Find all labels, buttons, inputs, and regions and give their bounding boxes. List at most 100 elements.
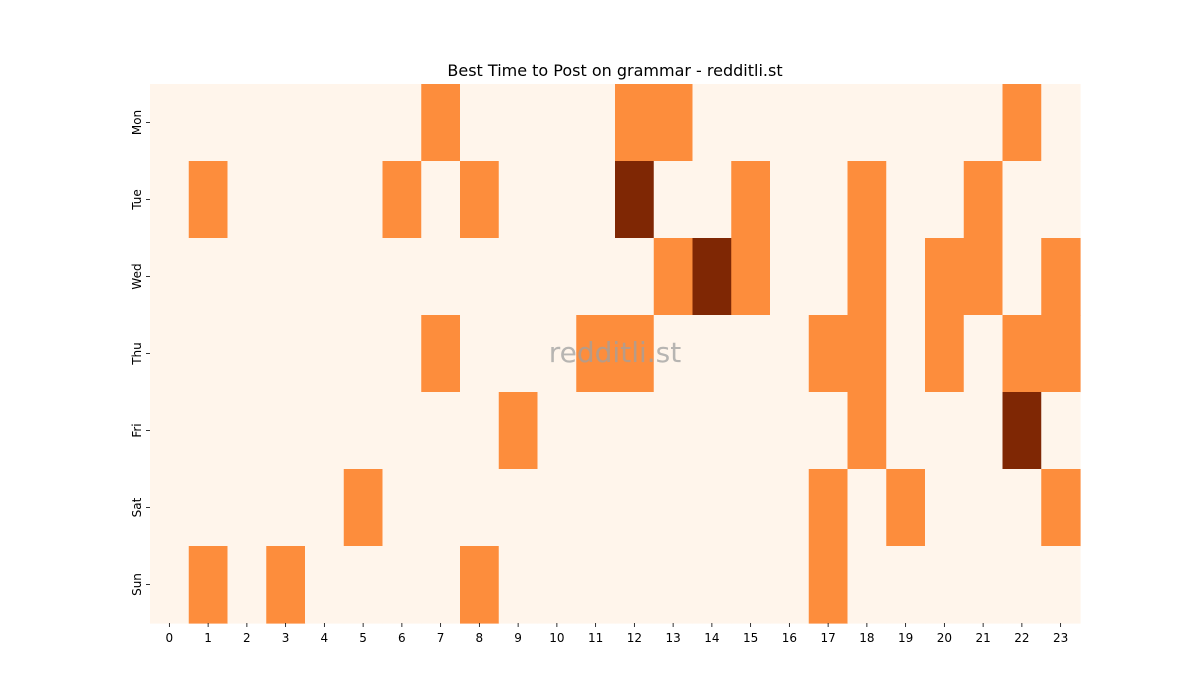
y-axis: Mon Tue Wed Thu Fri Sat Sun — [130, 110, 150, 596]
heatmap-cell — [537, 238, 577, 316]
heatmap-cell — [886, 469, 926, 547]
heatmap-cell — [227, 161, 267, 239]
heatmap-cell — [421, 469, 461, 547]
heatmap-cell — [266, 546, 306, 624]
heatmap-cell — [150, 392, 190, 470]
heatmap-cell — [847, 469, 887, 547]
heatmap-cell — [343, 315, 384, 393]
heatmap-cell — [653, 469, 694, 547]
heatmap-cell — [692, 161, 732, 239]
heatmap-cell — [808, 546, 849, 624]
heatmap-cell — [305, 469, 345, 547]
heatmap-cell — [925, 469, 965, 547]
heatmap-cell — [460, 392, 500, 470]
heatmap-cell — [227, 84, 267, 162]
heatmap-cell — [731, 315, 771, 393]
heatmap-cell — [770, 238, 810, 316]
x-tick-label: 3 — [282, 631, 290, 645]
x-tick-label: 0 — [166, 631, 174, 645]
heatmap-cell — [731, 238, 771, 316]
heatmap-cell — [1002, 546, 1042, 624]
heatmap-cell — [1041, 469, 1081, 547]
heatmap-cell — [886, 315, 926, 393]
heatmap-cell — [692, 546, 732, 624]
heatmap-cell — [963, 315, 1004, 393]
heatmap-cell — [925, 392, 965, 470]
heatmap-cell — [460, 161, 500, 239]
heatmap-cell — [886, 238, 926, 316]
heatmap-cell — [886, 84, 926, 162]
x-tick-label: 17 — [820, 631, 835, 645]
heatmap-cell — [731, 546, 771, 624]
heatmap-cell — [847, 315, 887, 393]
heatmap-cell — [305, 84, 345, 162]
x-tick-label: 20 — [937, 631, 952, 645]
heatmap-cell — [692, 392, 732, 470]
heatmap-cell — [305, 161, 345, 239]
heatmap-cell — [421, 238, 461, 316]
heatmap-cell — [537, 392, 577, 470]
heatmap-cell — [460, 315, 500, 393]
heatmap-cell — [343, 161, 384, 239]
x-tick-label: 23 — [1053, 631, 1068, 645]
heatmap-cell — [421, 546, 461, 624]
heatmap-cell — [576, 315, 616, 393]
x-tick-label: 10 — [549, 631, 564, 645]
heatmap-cell — [150, 469, 190, 547]
heatmap-cell — [150, 315, 190, 393]
heatmap-cell — [576, 161, 616, 239]
heatmap-cell — [343, 469, 384, 547]
heatmap-cell — [886, 546, 926, 624]
x-tick-label: 22 — [1014, 631, 1029, 645]
heatmap-cell — [808, 315, 849, 393]
heatmap-cell — [847, 546, 887, 624]
heatmap-cell — [227, 469, 267, 547]
y-tick-label: Tue — [130, 189, 144, 211]
heatmap-cell — [1002, 238, 1042, 316]
heatmap-cell — [925, 238, 965, 316]
y-tick-label: Fri — [130, 423, 144, 437]
heatmap-cell — [537, 161, 577, 239]
heatmap-cell — [731, 392, 771, 470]
heatmap-cell — [963, 546, 1004, 624]
heatmap-cell — [382, 84, 422, 162]
heatmap-cell — [537, 469, 577, 547]
heatmap-cell — [266, 238, 306, 316]
heatmap-cell — [537, 546, 577, 624]
x-tick-label: 9 — [514, 631, 522, 645]
heatmap-cell — [1002, 161, 1042, 239]
heatmap-cell — [188, 392, 229, 470]
chart-title: Best Time to Post on grammar - redditli.… — [447, 61, 782, 80]
heatmap-cell — [886, 392, 926, 470]
heatmap-cell — [886, 161, 926, 239]
y-tick-label: Thu — [130, 342, 144, 366]
heatmap-cell — [188, 315, 229, 393]
heatmap-cell — [188, 546, 229, 624]
heatmap-cell — [382, 392, 422, 470]
heatmap-cell — [615, 392, 655, 470]
heatmap-cell — [615, 84, 655, 162]
heatmap-cell — [576, 546, 616, 624]
x-tick-label: 2 — [243, 631, 251, 645]
heatmap-cell — [1041, 161, 1081, 239]
heatmap-cell — [692, 84, 732, 162]
heatmap-cell — [847, 84, 887, 162]
heatmap-cell — [576, 392, 616, 470]
watermark: redditli.st — [549, 336, 681, 369]
heatmap-cell — [808, 84, 849, 162]
heatmap-cell — [925, 84, 965, 162]
heatmap-cell — [615, 238, 655, 316]
heatmap-cell — [305, 315, 345, 393]
heatmap-cell — [808, 238, 849, 316]
heatmap-cell — [382, 315, 422, 393]
heatmap-cell — [227, 392, 267, 470]
heatmap-cell — [498, 238, 539, 316]
x-tick-label: 21 — [975, 631, 990, 645]
x-tick-label: 4 — [321, 631, 329, 645]
heatmap-cell — [1002, 315, 1042, 393]
heatmap-cell — [615, 546, 655, 624]
heatmap-cell — [343, 238, 384, 316]
heatmap-cell — [847, 238, 887, 316]
heatmap-cell — [1041, 546, 1081, 624]
heatmap-cell — [1041, 315, 1081, 393]
